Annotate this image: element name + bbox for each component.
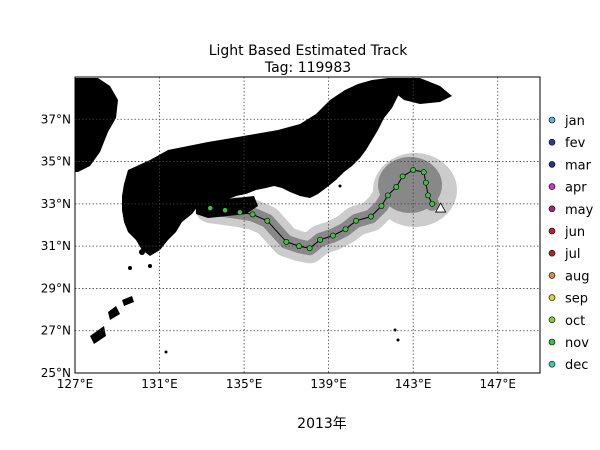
track-point — [425, 192, 431, 199]
y-tick-label: 27°N — [41, 324, 71, 338]
y-tick-label: 29°N — [41, 281, 71, 295]
x-tick-label: 135°E — [226, 377, 263, 391]
track-point — [207, 205, 214, 211]
legend-marker-dec — [548, 360, 556, 368]
track-point — [393, 184, 400, 190]
legend-marker-jul — [548, 249, 556, 257]
legend-label-aug: aug — [565, 269, 589, 284]
legend-marker-aug — [548, 272, 556, 279]
track-line — [210, 169, 433, 249]
land-hokkaido — [390, 78, 452, 104]
land-japan — [75, 78, 452, 354]
x-tick-label: 139°E — [310, 377, 347, 391]
legend-marker-jun — [548, 227, 556, 235]
y-tick-label: 35°N — [41, 155, 71, 169]
track-point — [283, 239, 290, 245]
year-caption: 2013年 — [297, 416, 347, 432]
legend-label-jun: jun — [564, 225, 585, 240]
y-tick-label: 33°N — [41, 197, 71, 211]
track-point — [368, 213, 374, 220]
land-ryukyu-island — [90, 326, 106, 344]
track-point — [296, 243, 302, 250]
land-small-island — [128, 266, 132, 270]
y-tick-label: 25°N — [41, 366, 71, 380]
track-point — [249, 211, 256, 218]
legend-label-dec: dec — [565, 358, 588, 373]
legend-marker-sep — [548, 294, 556, 301]
track-point — [384, 192, 391, 199]
track-point — [317, 236, 324, 243]
land-small-island — [148, 264, 152, 268]
y-axis-ticks: 25°N 27°N 29°N 31°N 33°N 35°N 37°N — [41, 112, 71, 380]
chart-subtitle: Tag: 119983 — [264, 60, 351, 76]
land-small-island — [396, 338, 400, 342]
legend-marker-may — [548, 205, 556, 213]
legend-label-may: may — [565, 203, 594, 218]
x-axis-ticks: 127°E 131°E 135°E 139°E 143°E 147°E — [57, 377, 516, 391]
legend-label-sep: sep — [565, 292, 588, 307]
land-small-island — [139, 249, 145, 255]
legend-label-nov: nov — [565, 336, 589, 351]
y-tick-label: 31°N — [41, 239, 71, 253]
land-small-island — [338, 184, 342, 188]
track-point — [420, 169, 427, 176]
track-point — [422, 179, 429, 186]
land-small-island — [164, 350, 168, 354]
track-point — [378, 203, 385, 209]
track-point — [306, 245, 313, 252]
track-point — [264, 217, 271, 224]
track-point — [236, 209, 243, 216]
legend-label-oct: oct — [565, 314, 585, 329]
legend-marker-apr — [548, 183, 556, 190]
chart-title: Light Based Estimated Track — [209, 43, 409, 59]
legend-marker-nov — [548, 338, 556, 346]
track-point — [410, 167, 417, 173]
map-plot-area — [75, 77, 540, 373]
x-tick-label: 131°E — [141, 377, 178, 391]
legend-marker-fev — [548, 138, 556, 146]
legend-label-apr: apr — [565, 181, 587, 196]
land-ryukyu-island — [108, 306, 120, 320]
month-legend: jan fev mar apr may jun jul aug sep oct nov dec — [548, 114, 594, 373]
legend-marker-jan — [548, 116, 556, 124]
track-point — [329, 232, 336, 239]
track-point — [222, 207, 228, 214]
track-point — [353, 217, 360, 224]
graticule-grid — [75, 77, 540, 373]
x-tick-label: 127°E — [57, 377, 94, 391]
track-end-marker — [434, 202, 447, 213]
legend-label-jul: jul — [564, 247, 580, 262]
legend-marker-oct — [548, 316, 556, 324]
y-tick-label: 37°N — [41, 112, 71, 126]
legend-label-jan: jan — [564, 114, 585, 129]
legend-marker-mar — [548, 161, 556, 168]
x-tick-label: 143°E — [395, 377, 432, 391]
land-ryukyu-island — [122, 296, 134, 306]
legend-label-fev: fev — [565, 136, 586, 151]
track-point — [342, 226, 349, 233]
x-tick-label: 147°E — [479, 377, 516, 391]
land-korea — [75, 78, 118, 172]
land-main-islands — [122, 78, 404, 256]
track-point — [429, 200, 436, 207]
track-point — [399, 173, 406, 180]
map-frame — [74, 76, 541, 374]
track-points — [207, 167, 436, 252]
legend-label-mar: mar — [565, 158, 592, 173]
